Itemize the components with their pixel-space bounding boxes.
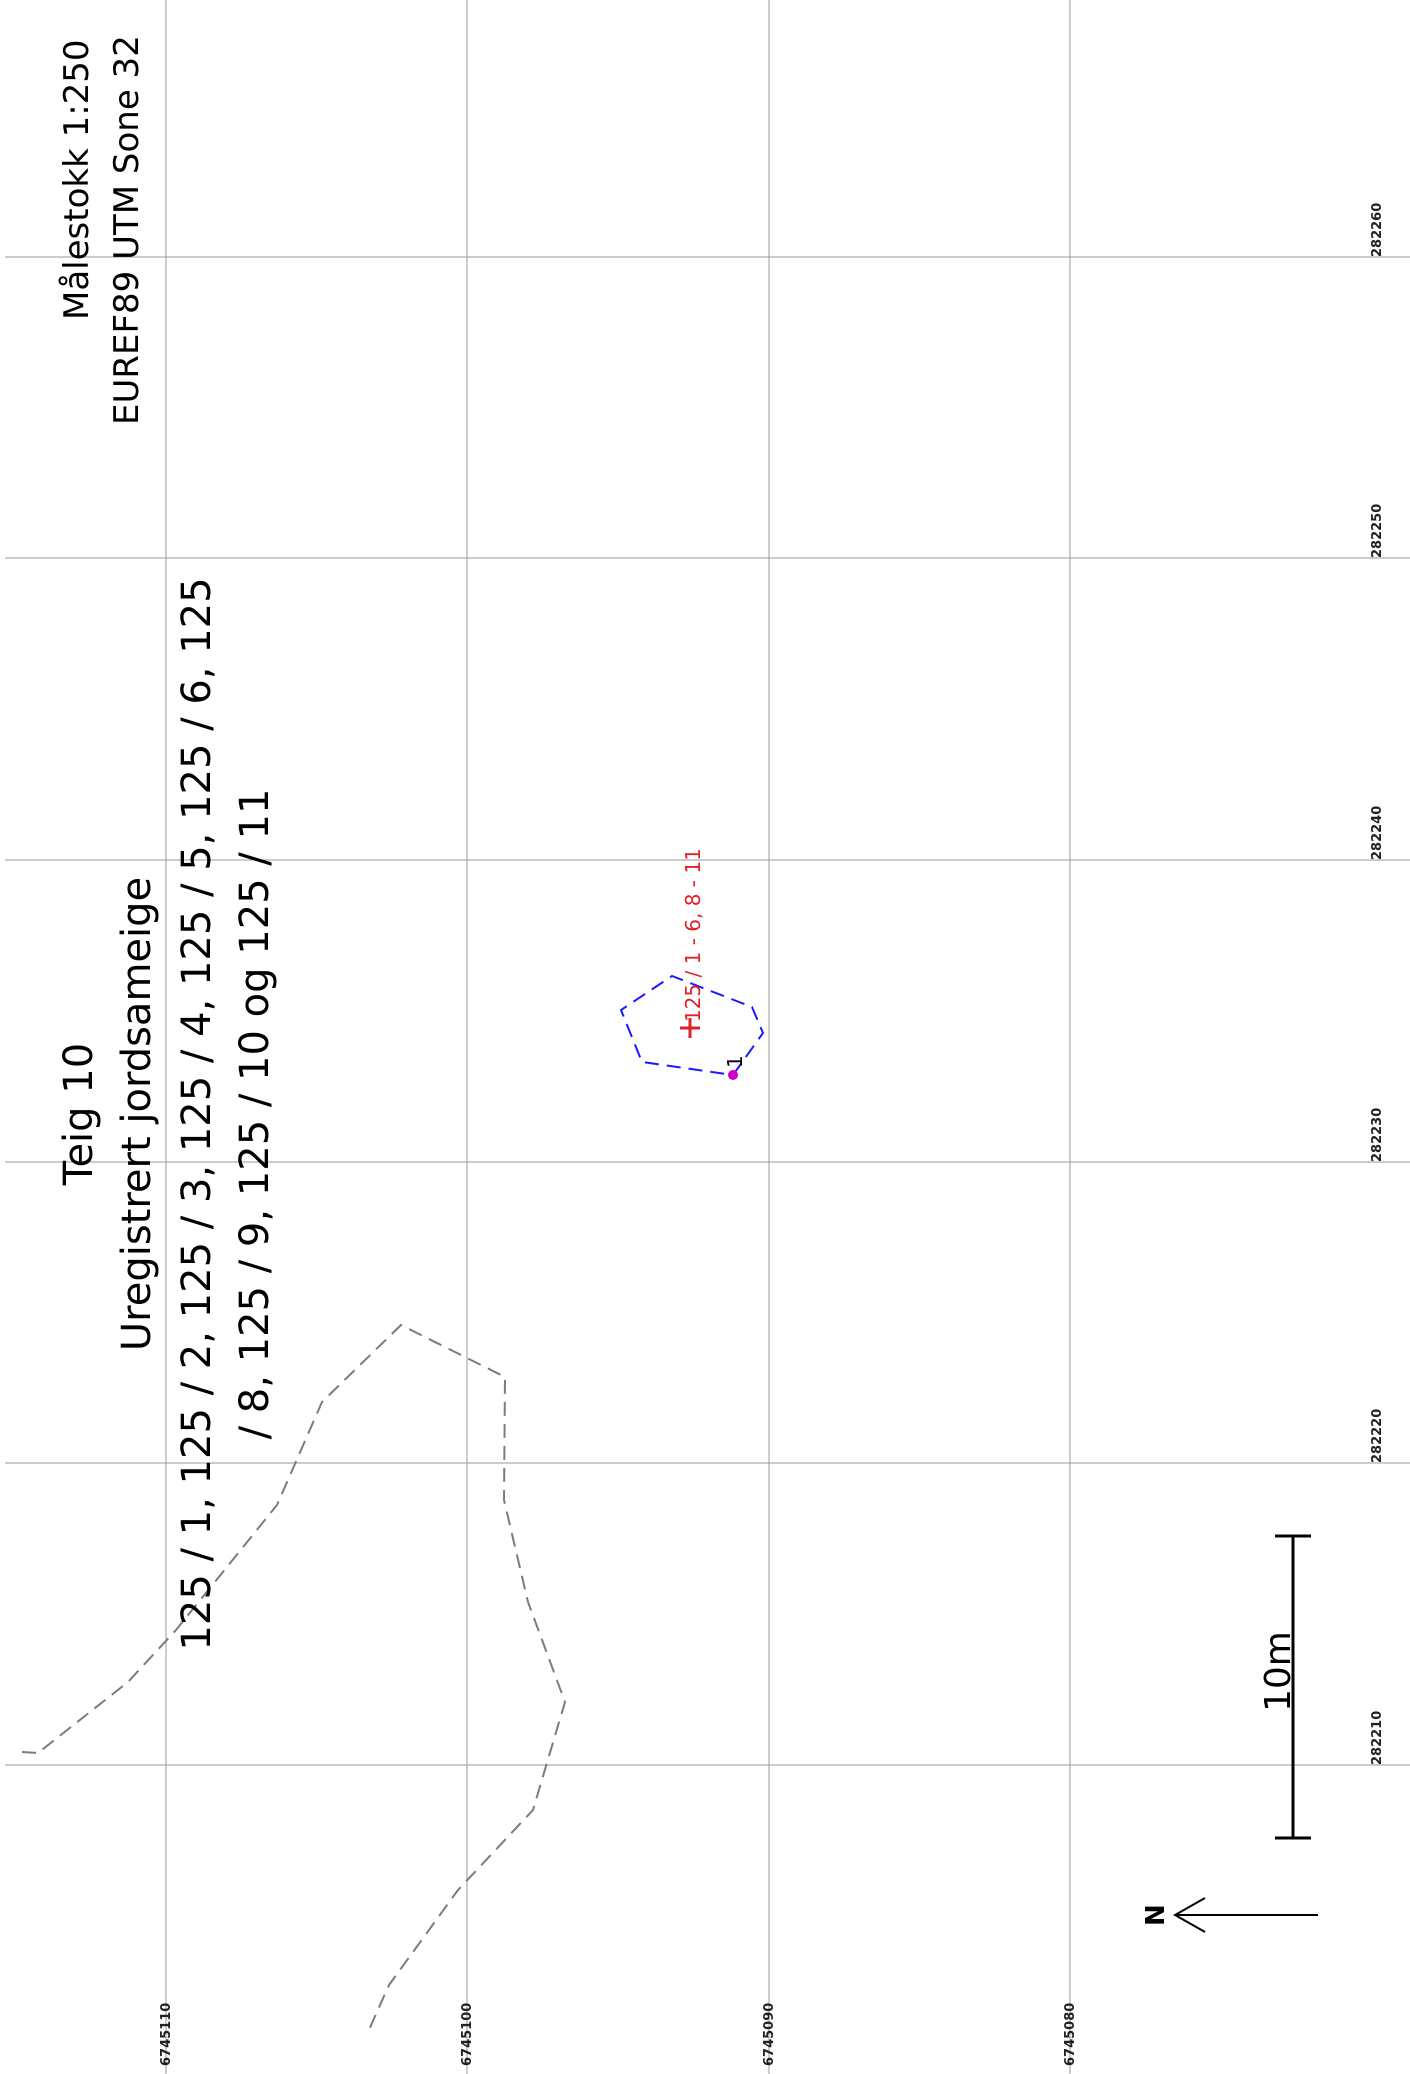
map-title-owners-line2: / 8, 125 / 9, 125 / 10 og 125 / 11: [232, 789, 278, 1440]
easting-label-282250: 282250: [1370, 504, 1385, 558]
parcel-centroid-marker: [680, 1018, 700, 1038]
easting-label-282220: 282220: [1370, 1409, 1385, 1463]
parcel-label: 125 / 1 - 6, 8 - 11: [681, 848, 705, 1022]
map-title-teig: Teig 10: [56, 1043, 102, 1186]
parcel-boundary: [619, 974, 765, 1077]
northing-labels: 6745110 6745100 6745090 6745080: [159, 2003, 1078, 2066]
easting-labels: 282260 282250 282240 282230 282220 28221…: [1370, 203, 1385, 1765]
northing-label-6745100: 6745100: [460, 2003, 475, 2066]
easting-label-282260: 282260: [1370, 203, 1385, 257]
easting-label-282230: 282230: [1370, 1108, 1385, 1162]
northing-label-6745090: 6745090: [762, 2003, 777, 2066]
neighbor-boundary-line: [21, 1323, 567, 2033]
north-arrow-icon: [1172, 1897, 1318, 1933]
northing-label-6745110: 6745110: [159, 2003, 174, 2066]
scale-bar: [1275, 1534, 1311, 1840]
north-label: N: [1141, 1904, 1171, 1926]
easting-label-282240: 282240: [1370, 806, 1385, 860]
boundary-point-label: 1: [723, 1055, 747, 1068]
grid-lines: [5, 0, 1410, 2074]
map-title-owners-line1: 125 / 1, 125 / 2, 125 / 3, 125 / 4, 125 …: [174, 577, 220, 1650]
map-crs-text: EUREF89 UTM Sone 32: [107, 35, 147, 425]
title-block: Teig 10 Uregistrert jordsameige 125 / 1,…: [56, 577, 278, 1650]
map-title-owner-type: Uregistrert jordsameige: [114, 877, 160, 1351]
boundary-point-marker: [728, 1070, 738, 1080]
scale-bar-label: 10m: [1258, 1631, 1299, 1712]
northing-label-6745080: 6745080: [1063, 2003, 1078, 2066]
map-scale-text: Målestokk 1:250: [57, 39, 97, 320]
easting-label-282210: 282210: [1370, 1711, 1385, 1765]
